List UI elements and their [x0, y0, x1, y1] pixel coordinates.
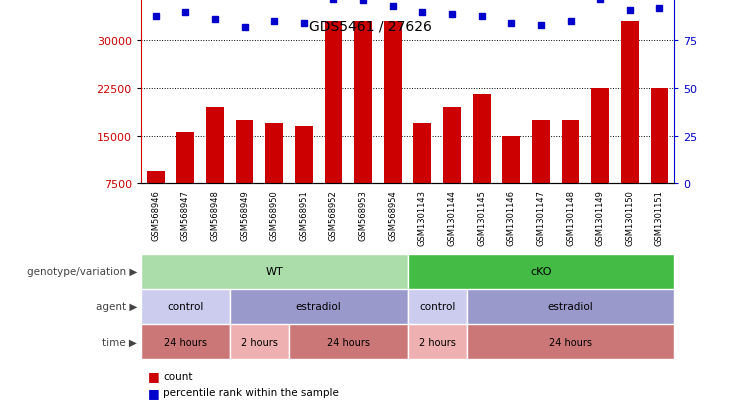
Bar: [473, 95, 491, 184]
Text: GSM1301145: GSM1301145: [477, 190, 486, 245]
Bar: [141, 289, 230, 324]
Bar: [408, 324, 467, 359]
Text: GSM1301146: GSM1301146: [507, 190, 516, 245]
Text: GSM568953: GSM568953: [359, 190, 368, 240]
Text: cKO: cKO: [530, 266, 552, 277]
Text: agent ▶: agent ▶: [96, 301, 137, 312]
Bar: [651, 89, 668, 184]
Text: GSM1301150: GSM1301150: [625, 190, 634, 245]
Bar: [467, 324, 674, 359]
Text: percentile rank within the sample: percentile rank within the sample: [163, 387, 339, 397]
Bar: [443, 108, 461, 184]
Text: GSM1301151: GSM1301151: [655, 190, 664, 245]
Text: GSM1301149: GSM1301149: [596, 190, 605, 245]
Text: GSM1301143: GSM1301143: [418, 190, 427, 245]
Bar: [467, 289, 674, 324]
Text: GSM568948: GSM568948: [210, 190, 219, 240]
Bar: [408, 289, 467, 324]
Bar: [621, 22, 639, 184]
Text: GDS5461 / 27626: GDS5461 / 27626: [309, 19, 432, 33]
Text: GSM568950: GSM568950: [270, 190, 279, 240]
Bar: [413, 123, 431, 184]
Bar: [289, 324, 408, 359]
Text: control: control: [167, 301, 204, 312]
Text: GSM1301144: GSM1301144: [448, 190, 456, 245]
Bar: [236, 121, 253, 184]
Bar: [408, 254, 674, 289]
Bar: [230, 324, 289, 359]
Text: GSM568946: GSM568946: [151, 190, 160, 240]
Text: 2 hours: 2 hours: [241, 337, 278, 347]
Bar: [230, 289, 408, 324]
Text: GSM568947: GSM568947: [181, 190, 190, 240]
Text: estradiol: estradiol: [296, 301, 342, 312]
Text: GSM1301147: GSM1301147: [536, 190, 545, 245]
Bar: [502, 136, 520, 184]
Bar: [325, 22, 342, 184]
Text: 24 hours: 24 hours: [549, 337, 592, 347]
Text: control: control: [419, 301, 456, 312]
Bar: [384, 22, 402, 184]
Text: 24 hours: 24 hours: [164, 337, 207, 347]
Text: 24 hours: 24 hours: [327, 337, 370, 347]
Text: estradiol: estradiol: [548, 301, 594, 312]
Bar: [265, 123, 283, 184]
Text: ■: ■: [148, 369, 160, 382]
Bar: [176, 133, 194, 184]
Bar: [532, 121, 550, 184]
Text: time ▶: time ▶: [102, 337, 137, 347]
Bar: [295, 127, 313, 184]
Text: count: count: [163, 371, 193, 381]
Bar: [141, 324, 230, 359]
Bar: [206, 108, 224, 184]
Text: GSM568952: GSM568952: [329, 190, 338, 240]
Text: GSM568949: GSM568949: [240, 190, 249, 240]
Text: GSM568951: GSM568951: [299, 190, 308, 240]
Text: ■: ■: [148, 386, 160, 399]
Text: genotype/variation ▶: genotype/variation ▶: [27, 266, 137, 277]
Text: WT: WT: [265, 266, 283, 277]
Text: 2 hours: 2 hours: [419, 337, 456, 347]
Bar: [141, 254, 408, 289]
Bar: [562, 121, 579, 184]
Bar: [354, 22, 372, 184]
Text: GSM1301148: GSM1301148: [566, 190, 575, 245]
Bar: [591, 89, 609, 184]
Bar: [147, 171, 165, 184]
Text: GSM568954: GSM568954: [388, 190, 397, 240]
